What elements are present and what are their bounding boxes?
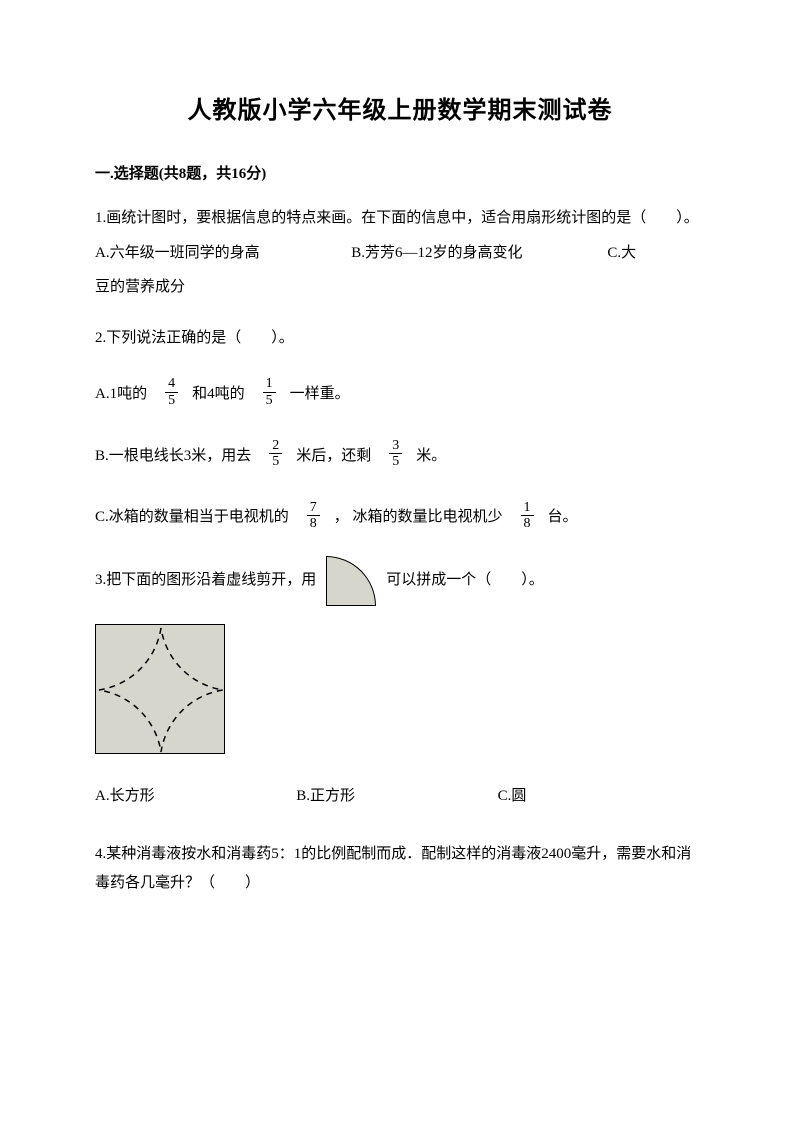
q1-options: A.六年级一班同学的身高 B.芳芳6—12岁的身高变化 C.大 bbox=[95, 239, 705, 268]
fraction-1-8: 1 8 bbox=[521, 500, 534, 532]
q2c-mid: ， 冰箱的数量比电视机少 bbox=[334, 503, 503, 532]
q2-stem: 2.下列说法正确的是（ ）。 bbox=[95, 324, 705, 353]
frac-num: 3 bbox=[389, 438, 402, 454]
q2-option-b: B.一根电线长3米，用去 2 5 米后，还剩 3 5 米。 bbox=[95, 440, 705, 472]
fraction-7-8: 7 8 bbox=[307, 500, 320, 532]
frac-den: 8 bbox=[307, 516, 320, 531]
q4-stem: 4.某种消毒液按水和消毒药5：1的比例配制而成．配制这样的消毒液2400毫升，需… bbox=[95, 840, 705, 897]
section-header: 一.选择题(共8题，共16分) bbox=[95, 161, 705, 188]
square-figure bbox=[95, 624, 225, 754]
q3-option-a: A.长方形 bbox=[95, 782, 296, 811]
q2a-post: 一样重。 bbox=[290, 380, 350, 409]
q1-option-c-prefix: C.大 bbox=[607, 239, 705, 268]
question-1: 1.画统计图时，要根据信息的特点来画。在下面的信息中，适合用扇形统计图的是（ ）… bbox=[95, 204, 705, 302]
q3-pre: 3.把下面的图形沿着虚线剪开，用 bbox=[95, 566, 316, 595]
frac-num: 1 bbox=[263, 376, 276, 392]
frac-den: 8 bbox=[521, 516, 534, 531]
q3-options: A.长方形 B.正方形 C.圆 bbox=[95, 782, 705, 811]
fraction-2-5: 2 5 bbox=[269, 438, 282, 470]
page-title: 人教版小学六年级上册数学期末测试卷 bbox=[95, 90, 705, 133]
question-2: 2.下列说法正确的是（ ）。 A.1吨的 4 5 和4吨的 1 5 一样重。 B… bbox=[95, 324, 705, 534]
q1-option-b: B.芳芳6—12岁的身高变化 bbox=[351, 239, 607, 268]
q2b-mid: 米后，还剩 bbox=[296, 442, 371, 471]
q2b-post: 米。 bbox=[416, 442, 446, 471]
frac-num: 4 bbox=[165, 376, 178, 392]
frac-den: 5 bbox=[269, 454, 282, 469]
quarter-circle-icon bbox=[326, 556, 376, 606]
frac-num: 7 bbox=[307, 500, 320, 516]
q2b-pre: B.一根电线长3米，用去 bbox=[95, 442, 251, 471]
q1-option-a: A.六年级一班同学的身高 bbox=[95, 239, 351, 268]
q2c-post: 台。 bbox=[548, 503, 578, 532]
fraction-3-5: 3 5 bbox=[389, 438, 402, 470]
q2-option-a: A.1吨的 4 5 和4吨的 1 5 一样重。 bbox=[95, 378, 705, 410]
frac-num: 2 bbox=[269, 438, 282, 454]
dashed-star-path bbox=[99, 628, 223, 752]
q1-stem: 1.画统计图时，要根据信息的特点来画。在下面的信息中，适合用扇形统计图的是（ ）… bbox=[95, 204, 705, 233]
frac-den: 5 bbox=[389, 454, 402, 469]
q3-option-b: B.正方形 bbox=[296, 782, 497, 811]
dashed-star-svg bbox=[96, 625, 226, 755]
q3-stem-line: 3.把下面的图形沿着虚线剪开，用 可以拼成一个（ ）。 bbox=[95, 556, 705, 606]
q1-option-c-rest: 豆的营养成分 bbox=[95, 273, 705, 302]
frac-den: 5 bbox=[165, 393, 178, 408]
frac-num: 1 bbox=[521, 500, 534, 516]
q2-option-c: C.冰箱的数量相当于电视机的 7 8 ， 冰箱的数量比电视机少 1 8 台。 bbox=[95, 502, 705, 534]
q2a-pre: A.1吨的 bbox=[95, 380, 147, 409]
q3-post: 可以拼成一个（ ）。 bbox=[386, 566, 544, 595]
frac-den: 5 bbox=[263, 393, 276, 408]
question-3: 3.把下面的图形沿着虚线剪开，用 可以拼成一个（ ）。 A.长方形 B.正方形 … bbox=[95, 556, 705, 811]
question-4: 4.某种消毒液按水和消毒药5：1的比例配制而成．配制这样的消毒液2400毫升，需… bbox=[95, 840, 705, 897]
fraction-1-5: 1 5 bbox=[263, 376, 276, 408]
fraction-4-5: 4 5 bbox=[165, 376, 178, 408]
q2c-pre: C.冰箱的数量相当于电视机的 bbox=[95, 503, 289, 532]
q3-option-c: C.圆 bbox=[498, 782, 699, 811]
q2a-mid: 和4吨的 bbox=[192, 380, 245, 409]
